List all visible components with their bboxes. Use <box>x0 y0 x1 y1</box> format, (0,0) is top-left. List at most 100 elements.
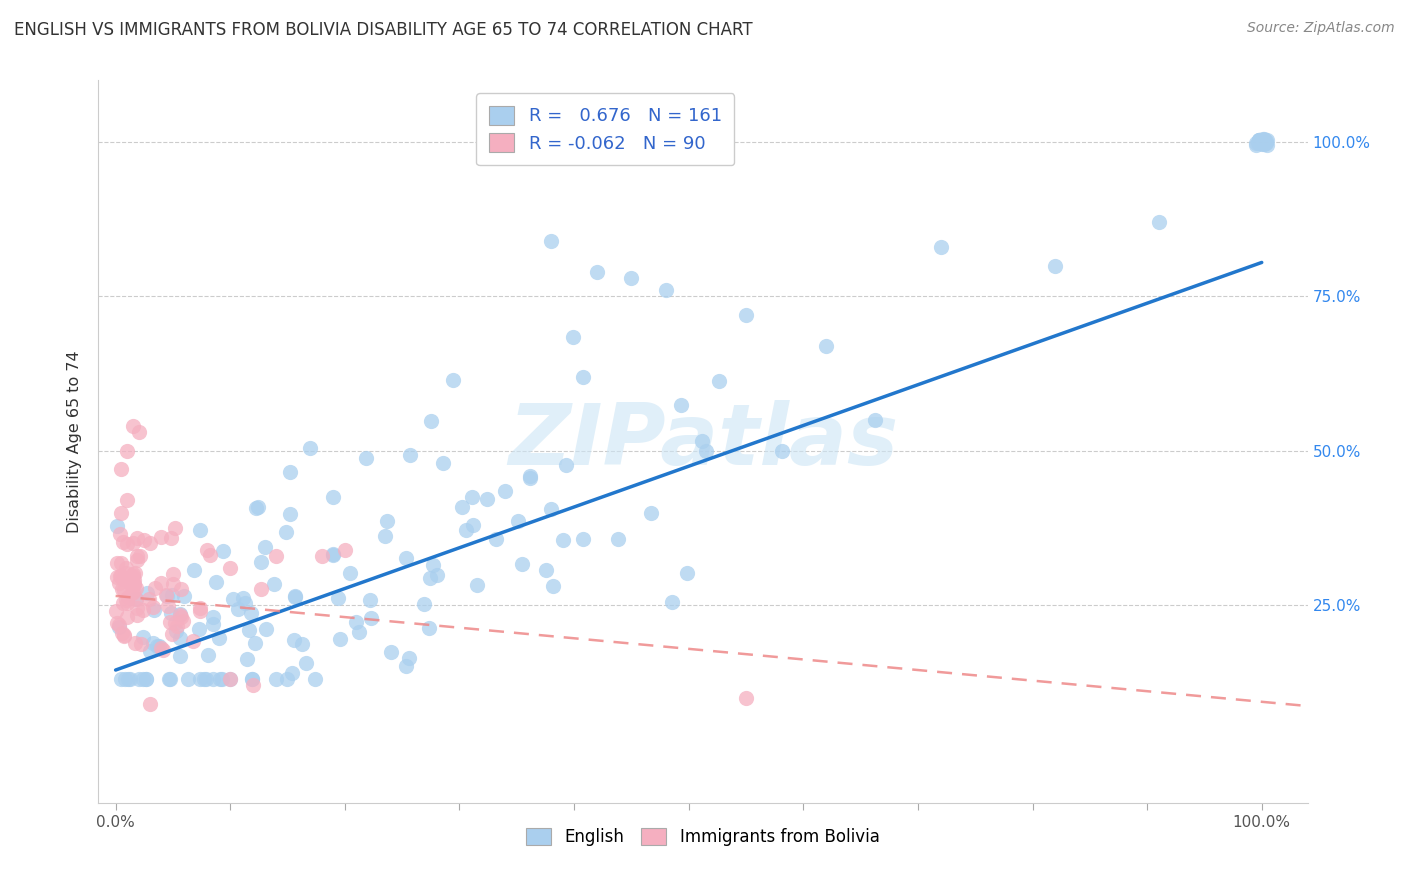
Point <box>117 673 139 687</box>
Point <box>510 557 533 571</box>
Point <box>1250 136 1272 150</box>
Point <box>418 621 440 635</box>
Point <box>122 577 145 591</box>
Point <box>420 414 443 428</box>
Point <box>149 641 172 656</box>
Point <box>276 673 298 687</box>
Point <box>461 518 484 533</box>
Point <box>607 532 630 546</box>
Point <box>115 593 138 607</box>
Point <box>159 615 181 629</box>
Point <box>494 484 516 499</box>
Point <box>620 271 643 285</box>
Point <box>695 444 717 458</box>
Point <box>138 644 160 658</box>
Point <box>707 375 730 389</box>
Point <box>122 578 145 592</box>
Point <box>169 607 191 621</box>
Point <box>105 604 128 618</box>
Point <box>125 601 148 615</box>
Point <box>239 606 262 620</box>
Point <box>150 530 173 544</box>
Point <box>669 397 692 411</box>
Point <box>1256 138 1278 153</box>
Point <box>160 627 183 641</box>
Point <box>135 585 157 599</box>
Point <box>675 566 697 581</box>
Point <box>108 619 131 633</box>
Point <box>139 697 162 711</box>
Point <box>238 623 260 637</box>
Point <box>284 589 307 603</box>
Point <box>534 563 557 577</box>
Point <box>347 625 370 640</box>
Point <box>276 524 298 539</box>
Point <box>354 450 377 465</box>
Point <box>159 673 181 687</box>
Point <box>298 442 321 456</box>
Point <box>188 523 211 537</box>
Point <box>124 573 146 587</box>
Point <box>412 597 434 611</box>
Point <box>122 567 145 582</box>
Point <box>148 639 170 653</box>
Point <box>278 466 301 480</box>
Point <box>117 596 139 610</box>
Point <box>111 582 134 597</box>
Point <box>1250 136 1272 151</box>
Point <box>115 537 138 551</box>
Point <box>1253 132 1275 146</box>
Point <box>135 673 157 687</box>
Point <box>110 673 132 687</box>
Point <box>245 501 267 516</box>
Point <box>112 571 135 585</box>
Point <box>519 471 541 485</box>
Point <box>110 557 132 571</box>
Point <box>555 458 578 472</box>
Point <box>254 622 277 636</box>
Point <box>149 576 172 591</box>
Point <box>929 240 952 254</box>
Point <box>1247 136 1270 150</box>
Point <box>105 556 128 570</box>
Point <box>112 582 135 597</box>
Point <box>1045 259 1067 273</box>
Point <box>735 308 758 322</box>
Point <box>304 673 326 687</box>
Point <box>187 622 209 636</box>
Point <box>121 586 143 600</box>
Point <box>125 591 148 606</box>
Point <box>339 566 361 580</box>
Point <box>181 633 204 648</box>
Point <box>131 673 153 687</box>
Point <box>263 577 285 591</box>
Point <box>329 632 352 646</box>
Point <box>284 590 307 604</box>
Point <box>249 555 271 569</box>
Point <box>111 572 134 586</box>
Point <box>110 568 132 582</box>
Point <box>322 490 344 504</box>
Point <box>540 234 562 248</box>
Point <box>143 603 166 617</box>
Point <box>322 549 344 563</box>
Point <box>105 519 128 533</box>
Point <box>166 619 188 633</box>
Point <box>441 373 464 387</box>
Point <box>115 443 138 458</box>
Point <box>586 265 609 279</box>
Point <box>111 535 134 549</box>
Point <box>163 521 186 535</box>
Point <box>735 690 758 705</box>
Point <box>125 549 148 564</box>
Text: ZIPatlas: ZIPatlas <box>508 400 898 483</box>
Point <box>1254 136 1277 151</box>
Point <box>107 576 129 591</box>
Point <box>1253 136 1275 151</box>
Point <box>1249 132 1271 146</box>
Text: Source: ZipAtlas.com: Source: ZipAtlas.com <box>1247 21 1395 35</box>
Point <box>117 591 139 605</box>
Point <box>359 592 381 607</box>
Point <box>188 604 211 618</box>
Point <box>1250 134 1272 148</box>
